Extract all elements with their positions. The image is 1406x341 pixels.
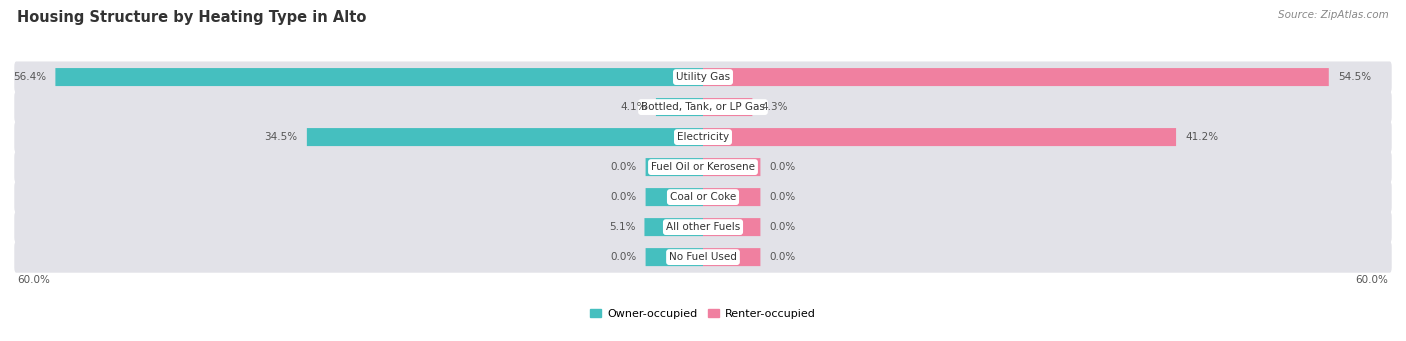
Text: Utility Gas: Utility Gas [676, 72, 730, 82]
FancyBboxPatch shape [14, 121, 1392, 153]
Text: Fuel Oil or Kerosene: Fuel Oil or Kerosene [651, 162, 755, 172]
Text: 0.0%: 0.0% [769, 222, 796, 232]
Legend: Owner-occupied, Renter-occupied: Owner-occupied, Renter-occupied [586, 305, 820, 324]
FancyBboxPatch shape [657, 98, 703, 116]
FancyBboxPatch shape [14, 61, 1392, 93]
Text: 0.0%: 0.0% [610, 162, 637, 172]
Text: 5.1%: 5.1% [609, 222, 636, 232]
Text: No Fuel Used: No Fuel Used [669, 252, 737, 262]
Text: 4.3%: 4.3% [762, 102, 787, 112]
FancyBboxPatch shape [703, 158, 761, 176]
FancyBboxPatch shape [14, 151, 1392, 183]
Text: Bottled, Tank, or LP Gas: Bottled, Tank, or LP Gas [641, 102, 765, 112]
Text: 0.0%: 0.0% [610, 192, 637, 202]
Text: 54.5%: 54.5% [1339, 72, 1371, 82]
Text: Electricity: Electricity [676, 132, 730, 142]
Text: 0.0%: 0.0% [769, 252, 796, 262]
Text: 0.0%: 0.0% [769, 162, 796, 172]
Text: 0.0%: 0.0% [769, 192, 796, 202]
Text: 34.5%: 34.5% [264, 132, 298, 142]
Text: Coal or Coke: Coal or Coke [669, 192, 737, 202]
FancyBboxPatch shape [645, 188, 703, 206]
FancyBboxPatch shape [703, 68, 1329, 86]
Text: 41.2%: 41.2% [1185, 132, 1219, 142]
Text: 56.4%: 56.4% [13, 72, 46, 82]
FancyBboxPatch shape [703, 218, 761, 236]
Text: All other Fuels: All other Fuels [666, 222, 740, 232]
Text: Source: ZipAtlas.com: Source: ZipAtlas.com [1278, 10, 1389, 20]
FancyBboxPatch shape [307, 128, 703, 146]
FancyBboxPatch shape [14, 241, 1392, 273]
FancyBboxPatch shape [14, 91, 1392, 123]
Text: 60.0%: 60.0% [17, 275, 51, 285]
Text: Housing Structure by Heating Type in Alto: Housing Structure by Heating Type in Alt… [17, 10, 366, 25]
FancyBboxPatch shape [14, 211, 1392, 243]
FancyBboxPatch shape [703, 248, 761, 266]
FancyBboxPatch shape [645, 158, 703, 176]
Text: 4.1%: 4.1% [620, 102, 647, 112]
FancyBboxPatch shape [14, 181, 1392, 213]
FancyBboxPatch shape [645, 248, 703, 266]
FancyBboxPatch shape [703, 98, 752, 116]
FancyBboxPatch shape [644, 218, 703, 236]
FancyBboxPatch shape [703, 128, 1175, 146]
Text: 0.0%: 0.0% [610, 252, 637, 262]
FancyBboxPatch shape [55, 68, 703, 86]
FancyBboxPatch shape [703, 188, 761, 206]
Text: 60.0%: 60.0% [1355, 275, 1389, 285]
